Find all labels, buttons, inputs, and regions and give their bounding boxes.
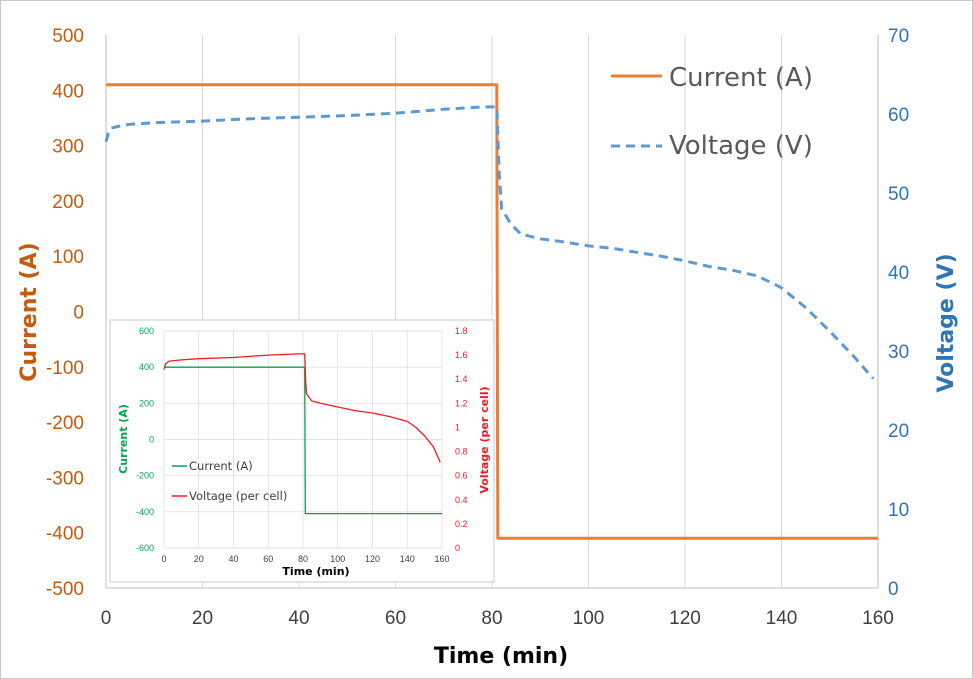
voltage-series-line: [104, 105, 875, 380]
inset-y-left-tick-label: 600: [139, 326, 154, 336]
y-right-tick-label: 40: [888, 263, 909, 284]
y-right-tick-label: 70: [888, 26, 909, 47]
inset-tick-labels: 0 20 40 60 80 100 120 140 160 600 400 200 0 -200 -400 -…: [136, 326, 468, 564]
y-left-tick-label: 400: [52, 81, 84, 102]
inset-y-right-tick-label: 1: [455, 422, 460, 432]
inset-x-tick-label: 140: [400, 554, 415, 564]
inset-x-tick-label: 20: [194, 554, 204, 564]
y-right-tick-label: 60: [888, 105, 909, 126]
y-right-tick-label: 30: [888, 342, 909, 363]
inset-y-right-tick-label: 1.4: [455, 374, 468, 384]
series-lines: [104, 83, 878, 540]
inset-x-tick-label: 160: [434, 554, 449, 564]
x-tick-label: 120: [669, 608, 701, 629]
inset-y-right-tick-label: 0.4: [455, 495, 468, 505]
legend: Current (A) Voltage (V): [611, 63, 813, 161]
inset-y-right-tick-label: 0: [455, 543, 460, 553]
y-right-tick-label: 20: [888, 421, 909, 442]
inset-y-right-tick-label: 1.2: [455, 398, 468, 408]
inset-y-right-tick-label: 1.6: [455, 350, 468, 360]
x-tick-label: 140: [766, 608, 798, 629]
inset-series-lines: [163, 353, 442, 515]
x-tick-label: 80: [481, 608, 502, 629]
inset-y-left-tick-label: -400: [136, 507, 154, 517]
x-axis-title: Time (min): [434, 644, 568, 669]
current-series-line: [106, 83, 878, 540]
y-left-tick-label: -200: [46, 413, 84, 434]
inset-legend-label-current: Current (A): [189, 459, 253, 473]
inset-y-left-tick-label: -200: [136, 471, 154, 481]
inset-y-right-tick-label: 1.8: [455, 326, 468, 336]
inset-x-tick-label: 120: [365, 554, 380, 564]
y-left-tick-label: -500: [46, 579, 84, 600]
inset-y-left-tick-label: 0: [149, 435, 154, 445]
inset-y-right-title: Voltage (per cell): [478, 386, 491, 493]
y-right-tick-label: 10: [888, 500, 909, 521]
tick-labels: 0 20 40 60 80 100 120 140 1605004003002001000-10…: [46, 26, 909, 629]
y-left-tick-label: 500: [52, 26, 84, 47]
inset-y-right-tick-label: 0.2: [455, 519, 468, 529]
inset-y-right-tick-label: 0.6: [455, 471, 468, 481]
inset-legend-label-voltage: Voltage (per cell): [189, 489, 287, 503]
inset-current-series-line: [164, 366, 442, 515]
y-right-tick-label: 50: [888, 184, 909, 205]
inset-x-tick-label: 60: [263, 554, 273, 564]
y-right-tick-label: 0: [888, 579, 899, 600]
y-left-tick-label: -400: [46, 524, 84, 545]
y-left-tick-label: 0: [73, 303, 84, 324]
inset-x-tick-label: 40: [228, 554, 238, 564]
x-tick-label: 160: [862, 608, 894, 629]
inset-y-left-tick-label: 400: [139, 362, 154, 372]
x-tick-label: 40: [288, 608, 309, 629]
x-tick-label: 60: [385, 608, 406, 629]
inset-y-left-tick-label: -600: [136, 543, 154, 553]
y-left-tick-label: 300: [52, 137, 84, 158]
legend-label-voltage: Voltage (V): [669, 131, 813, 161]
y-left-tick-label: -300: [46, 468, 84, 489]
inset-y-left-title: Current (A): [117, 404, 130, 474]
inset-x-tick-label: 0: [161, 554, 166, 564]
y-left-tick-label: -100: [46, 358, 84, 379]
inset-frame: [109, 319, 495, 583]
y-axis-right-title: Voltage (V): [934, 253, 959, 392]
y-left-tick-label: 100: [52, 247, 84, 268]
x-tick-label: 0: [101, 608, 112, 629]
inset-voltage-series-line: [163, 353, 441, 463]
legend-label-current: Current (A): [669, 63, 813, 93]
inset-y-left-tick-label: 200: [139, 398, 154, 408]
inset-x-title: Time (min): [282, 565, 349, 578]
inset-x-tick-label: 100: [330, 554, 345, 564]
y-axis-left-title: Current (A): [17, 242, 42, 381]
inset-chart: 0 20 40 60 80 100 120 140 160 600 400 200 0 -200 -400 -…: [109, 319, 495, 583]
axes: [105, 35, 879, 589]
inset-y-right-tick-label: 0.8: [455, 447, 468, 457]
x-tick-label: 100: [573, 608, 605, 629]
x-tick-label: 20: [192, 608, 213, 629]
y-left-tick-label: 200: [52, 192, 84, 213]
inset-x-tick-label: 80: [298, 554, 308, 564]
